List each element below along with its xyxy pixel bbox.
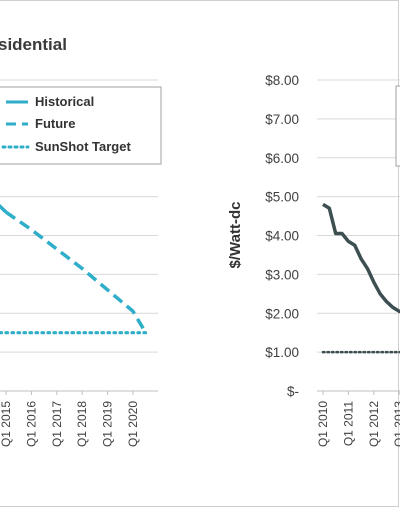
right-y-tick-label: $7.00 (265, 112, 299, 127)
left-x-tick-label: Q1 2018 (75, 401, 89, 447)
right-historical-line (322, 202, 400, 314)
right-x-tick-label: Q1 2011 (341, 401, 355, 446)
legend-label-future: Future (35, 116, 75, 131)
left-x-tick-label: Q1 2020 (126, 401, 140, 447)
right-legend-box (395, 85, 400, 167)
right-y-tick-label: $3.00 (265, 267, 299, 282)
right-y-tick-label: $2.00 (265, 306, 299, 321)
right-x-tick-label: Q1 2012 (367, 401, 381, 447)
right-x-tick-label: Q1 2010 (316, 401, 330, 447)
right-y-tick-label: $8.00 (265, 73, 299, 88)
legend-label-sunshot-target: SunShot Target (35, 139, 131, 154)
left-chart: sidential Q1 2015 Q1 2016 Q1 2017 Q1 2018 Q1… (0, 35, 162, 447)
left-x-tick-label: Q1 2017 (50, 401, 64, 447)
left-x-tick-label: Q1 2016 (24, 401, 38, 447)
right-y-tick-label: $1.00 (265, 345, 299, 360)
left-chart-title: sidential (0, 35, 67, 54)
left-future-line (5, 210, 148, 334)
right-x-tick-label: Q1 2013 (392, 401, 400, 447)
legend-label-historical: Historical (35, 94, 94, 109)
right-chart: $/Watt-dc $- $1.00 $2.00 $3.00 $4.00 $5.00 $6.… (227, 73, 400, 447)
left-x-tick-label: Q1 2015 (0, 401, 13, 447)
right-y-tick-label: $5.00 (265, 190, 299, 205)
left-x-tick-label: Q1 2019 (101, 401, 115, 447)
left-historical-line (0, 203, 8, 214)
left-legend: Historical Future SunShot Target (0, 86, 162, 165)
right-y-tick-label: $- (287, 384, 299, 399)
right-y-tick-label: $6.00 (265, 151, 299, 166)
right-y-tick-label: $4.00 (265, 229, 299, 244)
right-y-axis-label: $/Watt-dc (227, 202, 244, 269)
